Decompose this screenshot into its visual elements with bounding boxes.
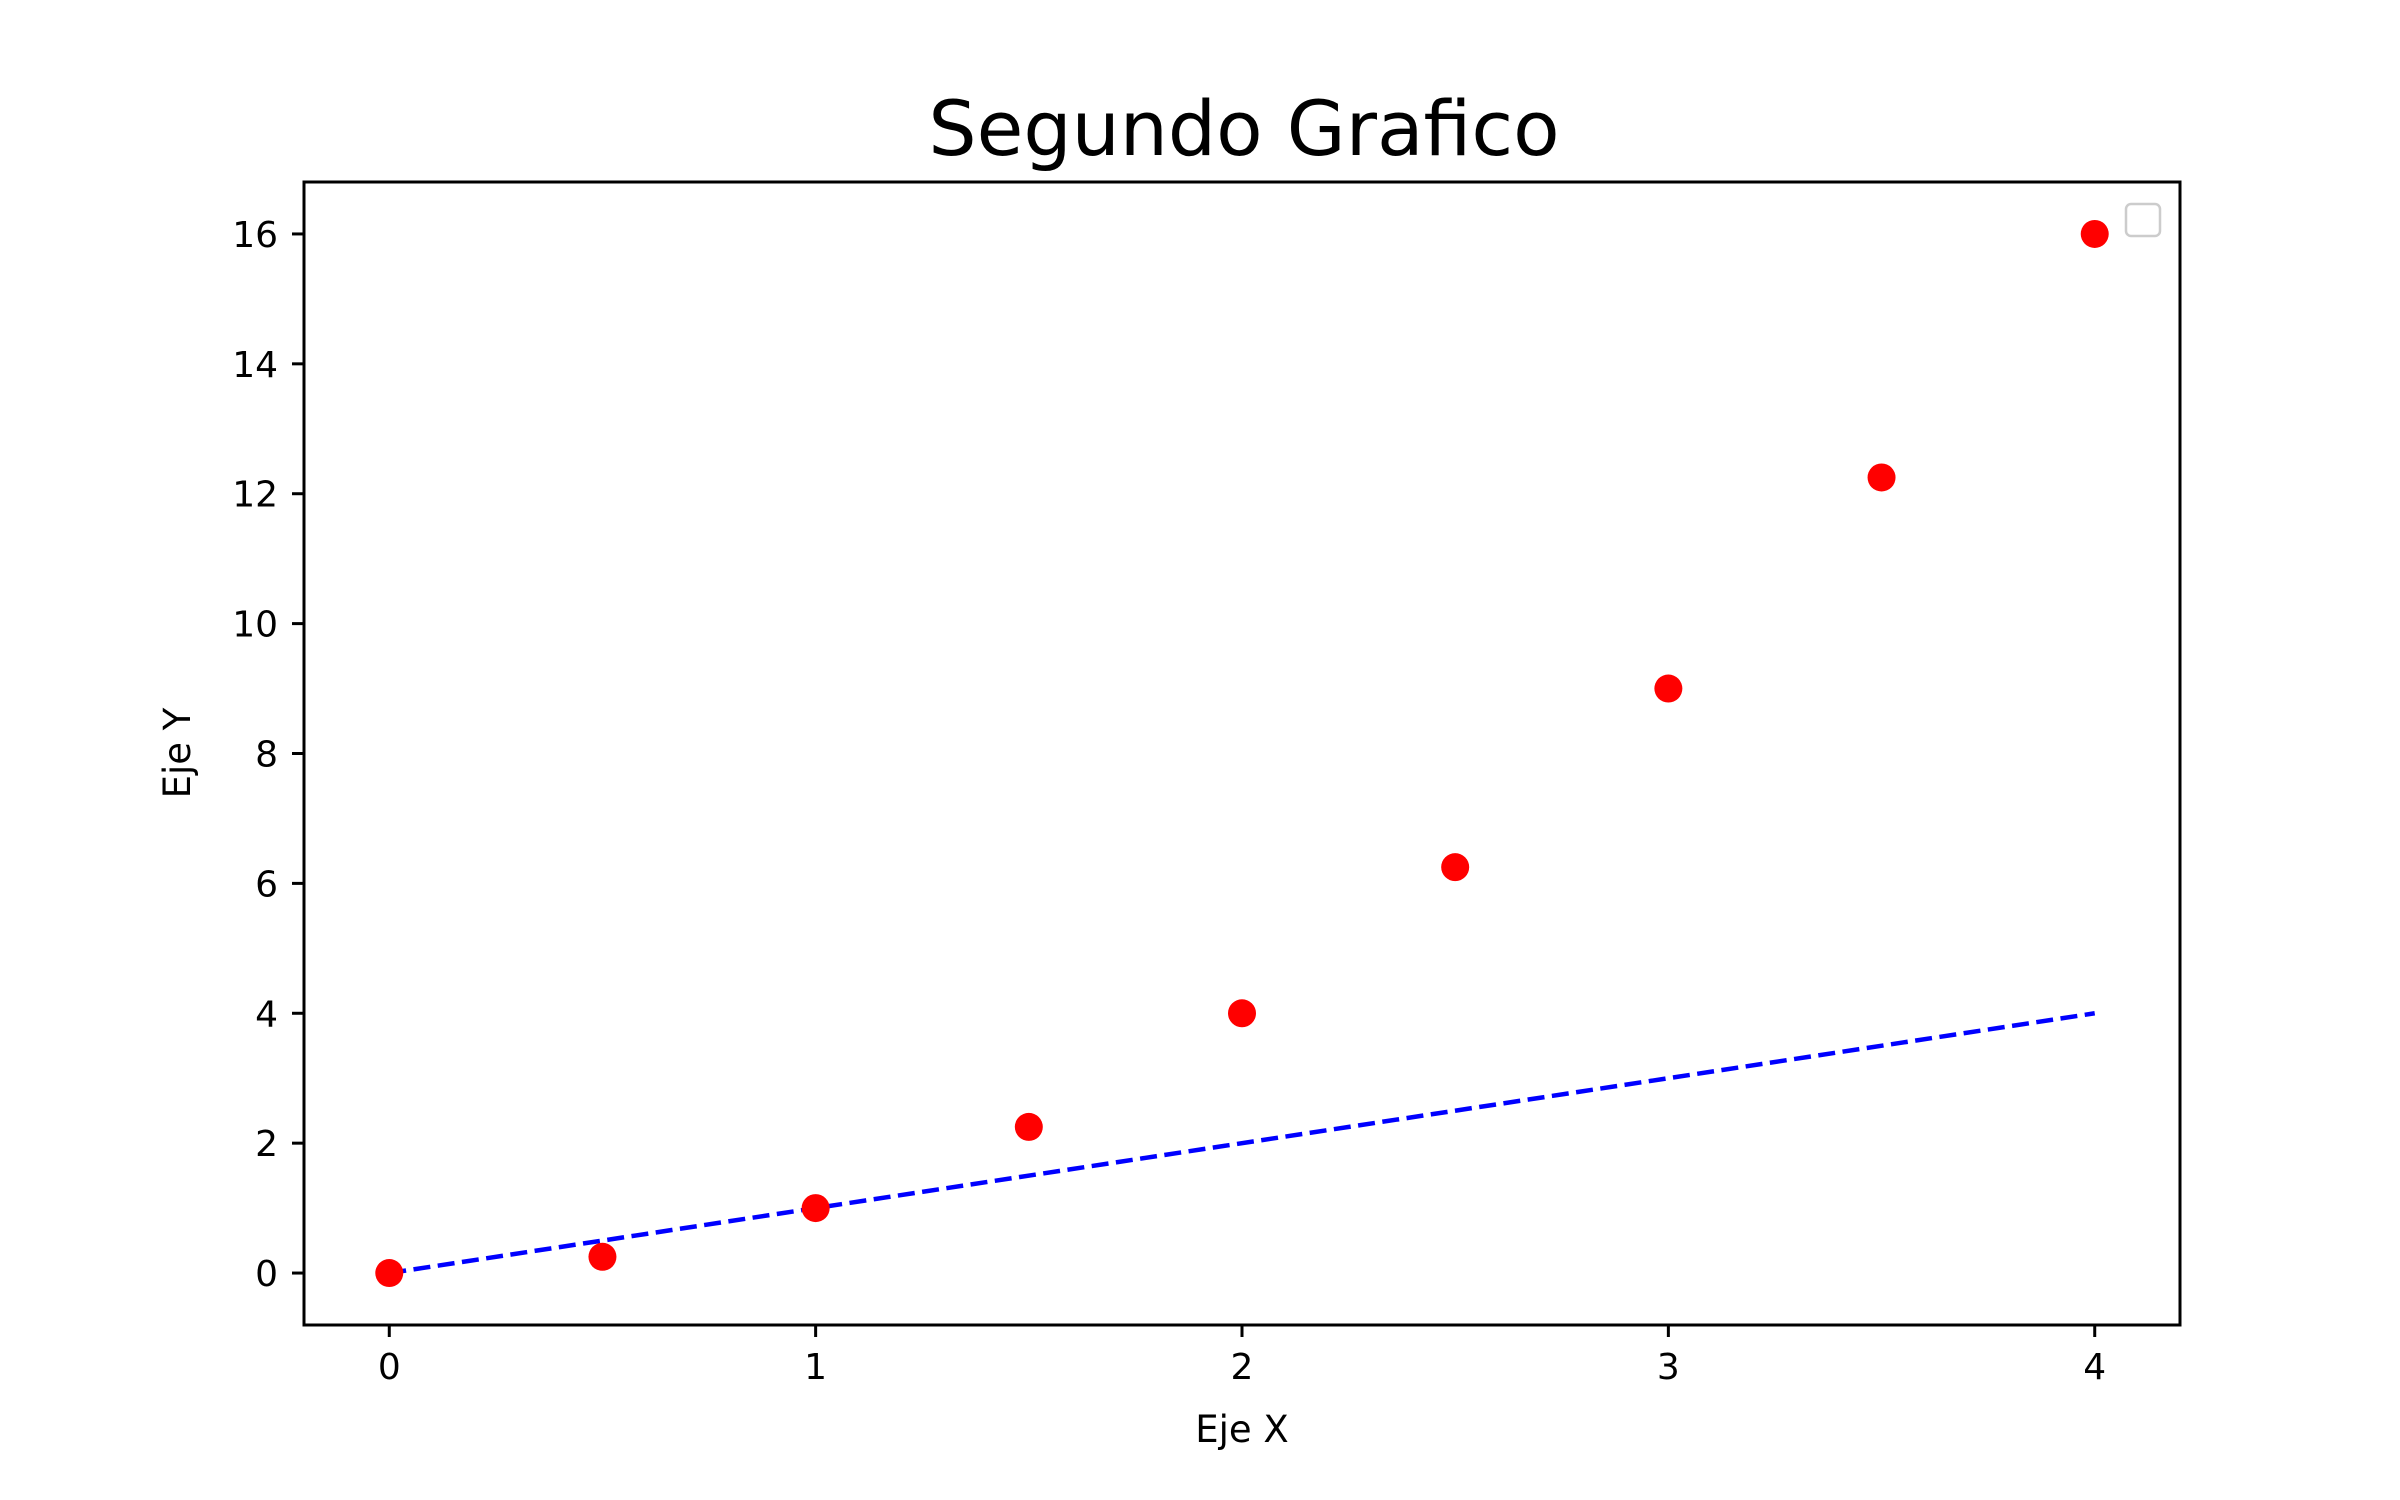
series-layer bbox=[375, 219, 2109, 1288]
chart-title: Segundo Grafico bbox=[928, 84, 1559, 173]
x-tick-label: 2 bbox=[1231, 1347, 1254, 1388]
scatter-point bbox=[1014, 1112, 1043, 1141]
x-tick-label: 1 bbox=[804, 1347, 827, 1388]
y-axis: 0 2 4 6 8 10 12 14 16 bbox=[232, 215, 304, 1295]
scatter-point bbox=[2080, 219, 2109, 248]
y-axis-label: Eje Y bbox=[156, 707, 199, 798]
legend-box bbox=[2124, 202, 2162, 238]
y-tick-label: 2 bbox=[255, 1124, 278, 1165]
y-tick-label: 6 bbox=[255, 864, 278, 905]
y-tick-label: 0 bbox=[255, 1254, 278, 1295]
x-axis: 0 1 2 3 4 bbox=[378, 1325, 2106, 1388]
y-tick-label: 4 bbox=[255, 994, 278, 1035]
plot-background bbox=[304, 182, 2180, 1325]
scatter-point bbox=[1228, 999, 1256, 1028]
scatter-point bbox=[1441, 853, 1470, 882]
plot-area bbox=[302, 180, 2182, 1327]
x-tick-label: 3 bbox=[1657, 1347, 1680, 1388]
scatter-point bbox=[1867, 463, 1896, 492]
y-tick-label: 12 bbox=[232, 475, 278, 516]
x-tick-label: 4 bbox=[2083, 1347, 2106, 1388]
y-tick-label: 16 bbox=[232, 215, 278, 256]
dashed-line-series bbox=[388, 1011, 2096, 1276]
y-tick-label: 10 bbox=[232, 605, 278, 646]
x-tick-label: 0 bbox=[378, 1347, 401, 1388]
x-axis-label: Eje X bbox=[1195, 1408, 1289, 1451]
scatter-point bbox=[1654, 674, 1683, 703]
scatter-point bbox=[801, 1194, 830, 1223]
scatter-point bbox=[375, 1259, 404, 1288]
y-tick-label: 14 bbox=[232, 345, 278, 386]
scatter-point bbox=[588, 1242, 617, 1271]
y-tick-label: 8 bbox=[255, 735, 278, 776]
